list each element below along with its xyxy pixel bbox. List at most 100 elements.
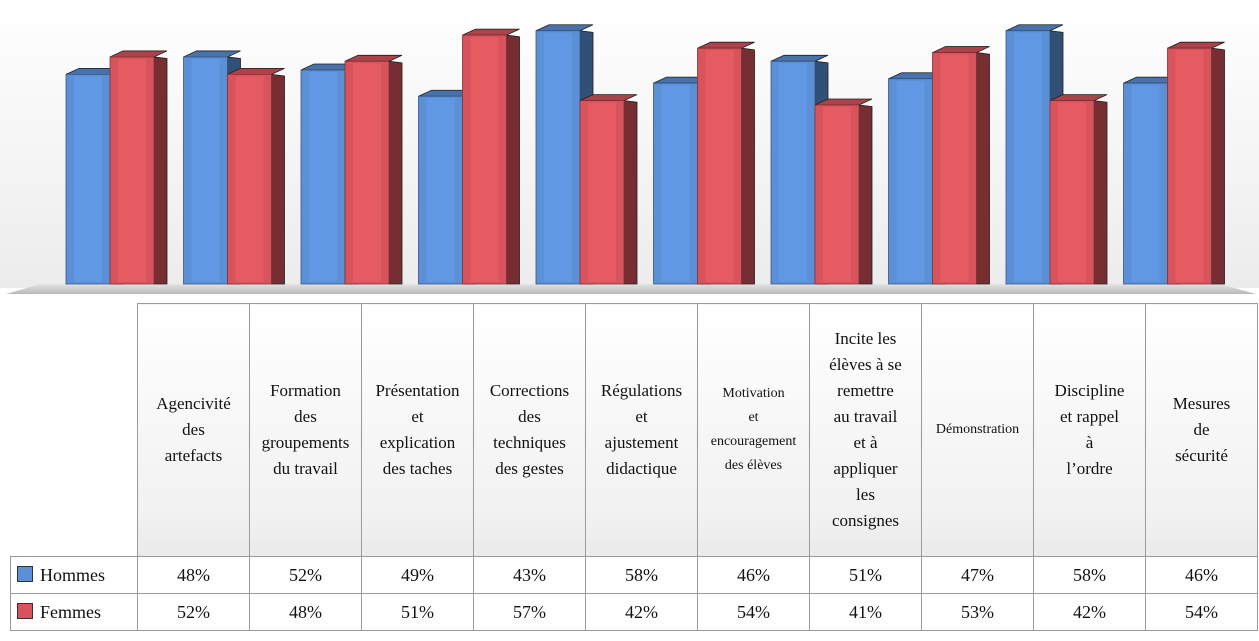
- category-label-line: sécurité: [1175, 446, 1228, 465]
- bar-side: [976, 52, 990, 285]
- value-cell: 42%: [585, 593, 698, 631]
- bar-side: [388, 60, 403, 285]
- bar-femmes: [579, 94, 638, 285]
- value-cell: 51%: [809, 556, 922, 594]
- chart-plot-area: [0, 0, 1259, 300]
- category-label-line: du travail: [273, 459, 338, 478]
- bar-side: [741, 47, 755, 285]
- category-label-line: explication: [379, 433, 456, 452]
- value-cell: 51%: [361, 593, 474, 631]
- category-label-line: techniques: [493, 433, 566, 452]
- category-label-line: Formation: [270, 381, 341, 400]
- value-cell: 47%: [921, 556, 1034, 594]
- bar-side: [858, 104, 873, 285]
- category-label-line: et: [748, 410, 759, 425]
- category-label-line: les: [856, 485, 875, 504]
- bar-highlight: [426, 98, 455, 282]
- value-cell: 54%: [697, 593, 810, 631]
- value-cell: 48%: [249, 593, 362, 631]
- value-cell: 49%: [361, 556, 474, 594]
- bar-femmes: [1167, 41, 1225, 285]
- category-label-line: Régulations: [600, 381, 683, 400]
- category-label-line: appliquer: [833, 459, 898, 478]
- category-label-line: Incite les: [834, 329, 897, 348]
- value-cell: 52%: [249, 556, 362, 594]
- value-cell: 57%: [473, 593, 586, 631]
- category-label: Incite les élèves à se remettre au travail e…: [809, 303, 922, 557]
- category-label-line: des: [182, 420, 205, 439]
- category-label-line: encouragement: [710, 434, 797, 449]
- bar-femmes: [932, 46, 990, 285]
- bar-highlight: [191, 58, 220, 282]
- category-label-line: et rappel: [1060, 407, 1119, 426]
- category-label-line: des: [294, 407, 317, 426]
- bar-side: [623, 100, 638, 285]
- bar-highlight: [940, 54, 969, 282]
- category-label-line: ajustement: [604, 433, 679, 452]
- bar-femmes: [462, 28, 520, 285]
- category-label: Corrections des techniques des gestes: [473, 303, 586, 557]
- value-cell: 58%: [1033, 556, 1146, 594]
- category-label-line: l’ordre: [1066, 459, 1113, 478]
- category-label-line: remettre: [837, 381, 894, 400]
- bar-highlight: [470, 37, 499, 282]
- category-label-line: groupements: [261, 433, 350, 452]
- value-cell: 54%: [1145, 593, 1258, 631]
- category-label-line: Présentation: [375, 381, 460, 400]
- category-label: Présentation et explication des taches: [361, 303, 474, 557]
- category-label-line: et à: [853, 433, 878, 452]
- legend-hommes: Hommes: [10, 556, 138, 594]
- bar-highlight: [1131, 85, 1160, 282]
- bar-highlight: [353, 63, 381, 282]
- category-header-row: Agencivité des artefacts Formation des groupe…: [10, 303, 1258, 557]
- legend-label-hommes: Hommes: [40, 564, 105, 585]
- category-label: Motivation et encouragement des élèves: [697, 303, 810, 557]
- category-label-line: didactique: [606, 459, 677, 478]
- value-cell: 53%: [921, 593, 1034, 631]
- bar-highlight: [705, 50, 734, 283]
- bar-side: [271, 73, 285, 285]
- category-label: Formation des groupements du travail: [249, 303, 362, 557]
- category-label-line: consignes: [831, 511, 900, 530]
- bar-highlight: [661, 85, 690, 282]
- bar-side: [506, 34, 520, 285]
- bar-highlight: [309, 72, 337, 283]
- category-label-line: et: [411, 407, 424, 426]
- value-cell: 42%: [1033, 593, 1146, 631]
- bar-femmes: [1049, 94, 1108, 285]
- category-label: Discipline et rappel à l’ordre: [1033, 303, 1146, 557]
- legend-swatch-hommes: [17, 565, 33, 582]
- bar-highlight: [588, 102, 616, 282]
- category-label-line: des élèves: [724, 458, 783, 473]
- table-corner: [10, 303, 138, 557]
- category-label-line: de: [1193, 420, 1210, 439]
- bar-femmes: [697, 41, 755, 285]
- bar-highlight: [118, 58, 146, 282]
- value-cell: 46%: [697, 556, 810, 594]
- legend-femmes: Femmes: [10, 593, 138, 631]
- bar-highlight: [544, 32, 572, 282]
- category-label-line: au travail: [833, 407, 898, 426]
- category-label-line: Motivation: [722, 386, 785, 401]
- data-table: Agencivité des artefacts Formation des groupe…: [10, 303, 1258, 631]
- bar-side: [1211, 47, 1225, 285]
- category-label-line: Mesures: [1172, 394, 1231, 413]
- value-cell: 46%: [1145, 556, 1258, 594]
- category-label: Démonstration: [921, 303, 1034, 557]
- category-label: Régulations et ajustement didactique: [585, 303, 698, 557]
- value-cell: 48%: [137, 556, 250, 594]
- category-label-line: Agencivité: [156, 394, 231, 413]
- category-label-line: Démonstration: [935, 422, 1020, 437]
- category-label-line: des: [518, 407, 541, 426]
- category-label-line: élèves à se: [829, 355, 902, 374]
- bar-highlight: [1014, 32, 1042, 282]
- category-label-line: des gestes: [495, 459, 564, 478]
- bar-highlight: [1058, 102, 1086, 282]
- bar-femmes: [814, 98, 873, 285]
- bar-highlight: [823, 106, 851, 282]
- chart-svg: [0, 0, 1259, 294]
- chart-floor: [6, 284, 1256, 294]
- category-label: Agencivité des artefacts: [137, 303, 250, 557]
- category-label-line: et: [635, 407, 648, 426]
- bar-hommes: [535, 24, 594, 285]
